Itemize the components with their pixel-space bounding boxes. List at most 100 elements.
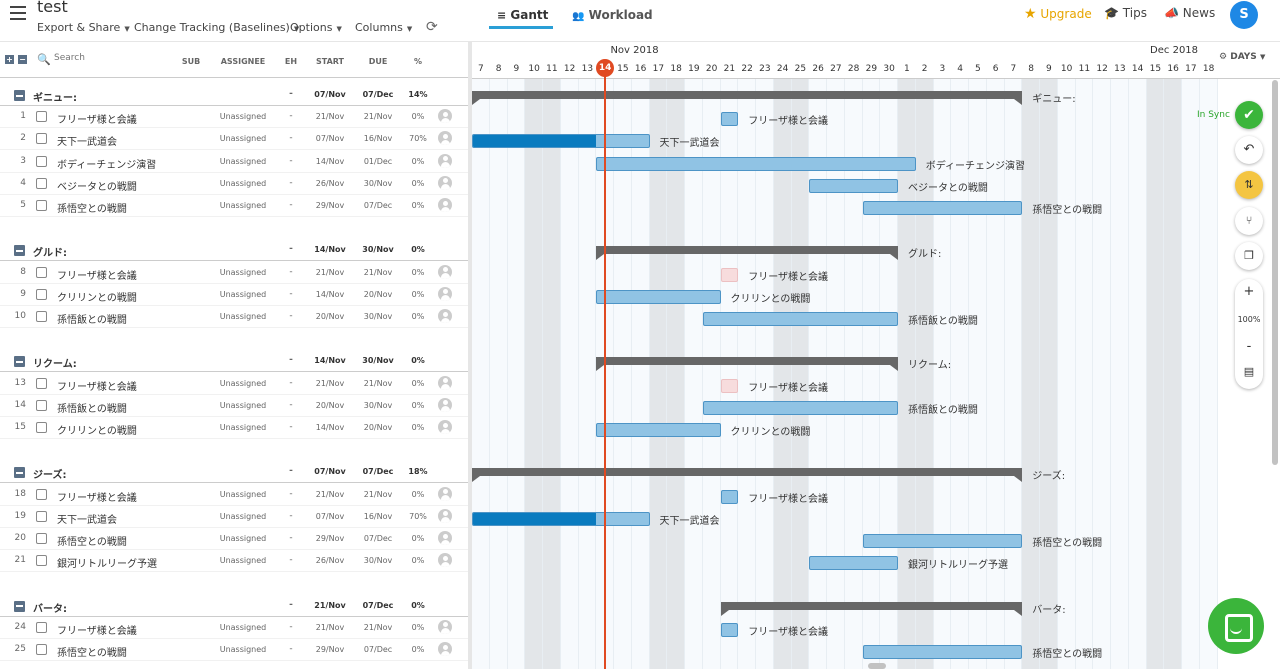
- project-title[interactable]: test: [37, 0, 68, 16]
- assignee-avatar-icon[interactable]: [438, 198, 452, 212]
- group-summary-bar[interactable]: [596, 246, 898, 261]
- assignee-cell[interactable]: Unassigned: [219, 511, 267, 521]
- search-input[interactable]: [54, 53, 174, 63]
- task-checkbox[interactable]: [36, 488, 47, 500]
- task-checkbox[interactable]: [36, 155, 47, 167]
- task-bar[interactable]: [596, 156, 916, 171]
- task-row[interactable]: 19 天下一武道会 Unassigned - 07/Nov 16/Nov 70%: [0, 506, 470, 528]
- group-row[interactable]: ジーズ: - 07/Nov 07/Dec 18%: [0, 461, 470, 484]
- collapse-group-icon[interactable]: [14, 356, 25, 368]
- task-bar[interactable]: [862, 645, 1023, 659]
- horizontal-scrollbar[interactable]: [868, 663, 886, 669]
- due-date-cell[interactable]: 21/Nov: [363, 378, 393, 388]
- task-name[interactable]: ベジータとの戦闘: [57, 181, 137, 193]
- start-date-cell[interactable]: 14/Nov: [314, 245, 346, 255]
- task-bar[interactable]: [596, 289, 721, 304]
- assignee-cell[interactable]: Unassigned: [219, 178, 267, 188]
- assignee-cell[interactable]: Unassigned: [219, 156, 267, 166]
- task-bar[interactable]: [862, 534, 1023, 548]
- task-row[interactable]: 24 フリーザ様と会議 Unassigned - 21/Nov 21/Nov 0%: [0, 617, 470, 639]
- due-date-cell[interactable]: 30/Nov: [363, 400, 393, 410]
- percent-cell[interactable]: 0%: [411, 245, 425, 255]
- assignee-avatar-icon[interactable]: [438, 420, 452, 434]
- percent-cell[interactable]: 0%: [411, 489, 425, 499]
- due-date-cell[interactable]: 07/Dec: [362, 90, 394, 99]
- due-date-cell[interactable]: 30/Nov: [362, 356, 394, 366]
- assignee-avatar-icon[interactable]: [438, 531, 452, 545]
- expand-all-icon[interactable]: +: [5, 55, 14, 64]
- start-date-cell[interactable]: 21/Nov: [315, 622, 345, 632]
- task-checkbox[interactable]: [36, 266, 47, 278]
- task-name[interactable]: フリーザ様と会議: [57, 625, 137, 637]
- task-row[interactable]: 4 ベジータとの戦闘 Unassigned - 26/Nov 30/Nov 0%: [0, 173, 470, 195]
- task-row[interactable]: 14 孫悟飯との戦闘 Unassigned - 20/Nov 30/Nov 0%: [0, 395, 470, 417]
- task-name[interactable]: 孫悟飯との戦闘: [57, 315, 127, 326]
- task-row[interactable]: 8 フリーザ様と会議 Unassigned - 21/Nov 21/Nov 0%: [0, 262, 470, 284]
- task-name[interactable]: 天下一武道会: [57, 514, 117, 526]
- due-date-cell[interactable]: 21/Nov: [363, 112, 393, 122]
- task-row[interactable]: 15 クリリンとの戦闘 Unassigned - 14/Nov 20/Nov 0%: [0, 417, 470, 439]
- assignee-cell[interactable]: Unassigned: [219, 112, 267, 122]
- task-checkbox[interactable]: [36, 621, 47, 633]
- assignee-avatar-icon[interactable]: [438, 486, 452, 501]
- column-header-sub[interactable]: SUB: [181, 57, 201, 66]
- group-summary-bar[interactable]: [472, 91, 1023, 105]
- assignee-cell[interactable]: Unassigned: [219, 645, 267, 654]
- map-icon[interactable]: ▤: [1243, 365, 1255, 378]
- start-date-cell[interactable]: 26/Nov: [315, 556, 345, 566]
- assignee-avatar-icon[interactable]: [438, 397, 452, 412]
- task-bar[interactable]: [472, 134, 650, 149]
- start-date-cell[interactable]: 14/Nov: [314, 356, 346, 366]
- task-name[interactable]: フリーザ様と会議: [57, 381, 137, 393]
- refresh-icon[interactable]: ⟳: [426, 19, 438, 35]
- percent-cell[interactable]: 14%: [408, 90, 428, 99]
- due-date-cell[interactable]: 16/Nov: [363, 134, 393, 144]
- copy-button[interactable]: ❐: [1235, 242, 1263, 270]
- task-row[interactable]: 21 銀河リトルリーグ予選 Unassigned - 26/Nov 30/Nov 0%: [0, 550, 470, 573]
- assignee-cell[interactable]: Unassigned: [219, 400, 267, 410]
- start-date-cell[interactable]: 21/Nov: [315, 112, 345, 122]
- task-name[interactable]: クリリンとの戦闘: [57, 292, 137, 304]
- group-row[interactable]: バータ: - 21/Nov 07/Dec 0%: [0, 595, 470, 617]
- task-row[interactable]: 9 クリリンとの戦闘 Unassigned - 14/Nov 20/Nov 0%: [0, 284, 470, 306]
- upgrade-button[interactable]: ★ Upgrade: [1024, 6, 1092, 22]
- due-date-cell[interactable]: 21/Nov: [363, 267, 393, 277]
- assignee-cell[interactable]: Unassigned: [219, 267, 267, 277]
- group-summary-bar[interactable]: [720, 601, 1023, 616]
- task-checkbox[interactable]: [36, 510, 47, 522]
- task-checkbox[interactable]: [36, 377, 47, 389]
- columns-menu[interactable]: Columns ▼: [355, 21, 413, 34]
- task-name[interactable]: フリーザ様と会議: [57, 115, 137, 127]
- start-date-cell[interactable]: 20/Nov: [315, 312, 345, 321]
- options-menu[interactable]: Options ▼: [290, 21, 342, 34]
- percent-cell[interactable]: 0%: [411, 112, 425, 122]
- task-row[interactable]: 13 フリーザ様と会議 Unassigned - 21/Nov 21/Nov 0%: [0, 373, 470, 395]
- start-date-cell[interactable]: 14/Nov: [315, 289, 345, 299]
- sync-check-button[interactable]: ✔: [1235, 101, 1263, 129]
- news-button[interactable]: 📣 News: [1164, 6, 1216, 20]
- percent-cell[interactable]: 0%: [411, 378, 425, 388]
- hamburger-menu-icon[interactable]: [10, 6, 26, 20]
- percent-cell[interactable]: 0%: [411, 600, 425, 610]
- percent-cell[interactable]: 70%: [409, 511, 427, 521]
- task-row[interactable]: 3 ボディーチェンジ演習 Unassigned - 14/Nov 01/Dec 0%: [0, 151, 470, 173]
- assignee-avatar-icon[interactable]: [438, 309, 452, 323]
- assignee-cell[interactable]: Unassigned: [219, 134, 267, 144]
- sort-button[interactable]: ⇅: [1235, 171, 1263, 199]
- task-row[interactable]: 1 フリーザ様と会議 Unassigned - 21/Nov 21/Nov 0%: [0, 106, 470, 129]
- start-date-cell[interactable]: 21/Nov: [314, 600, 346, 610]
- task-row[interactable]: 25 孫悟空との戦闘 Unassigned - 29/Nov 07/Dec 0%: [0, 639, 470, 661]
- branch-button[interactable]: ⑂: [1235, 207, 1263, 235]
- assignee-avatar-icon[interactable]: [438, 153, 452, 168]
- group-row[interactable]: リクーム: - 14/Nov 30/Nov 0%: [0, 350, 470, 373]
- percent-cell[interactable]: 18%: [408, 467, 428, 477]
- task-checkbox[interactable]: [36, 288, 47, 300]
- start-date-cell[interactable]: 26/Nov: [315, 178, 345, 188]
- assignee-cell[interactable]: Unassigned: [219, 622, 267, 632]
- start-date-cell[interactable]: 21/Nov: [315, 378, 345, 388]
- due-date-cell[interactable]: 20/Nov: [363, 423, 393, 432]
- task-name[interactable]: 孫悟飯との戦闘: [57, 403, 127, 415]
- percent-cell[interactable]: 0%: [411, 534, 425, 543]
- task-row[interactable]: 20 孫悟空との戦闘 Unassigned - 29/Nov 07/Dec 0%: [0, 528, 470, 550]
- task-checkbox[interactable]: [36, 533, 47, 544]
